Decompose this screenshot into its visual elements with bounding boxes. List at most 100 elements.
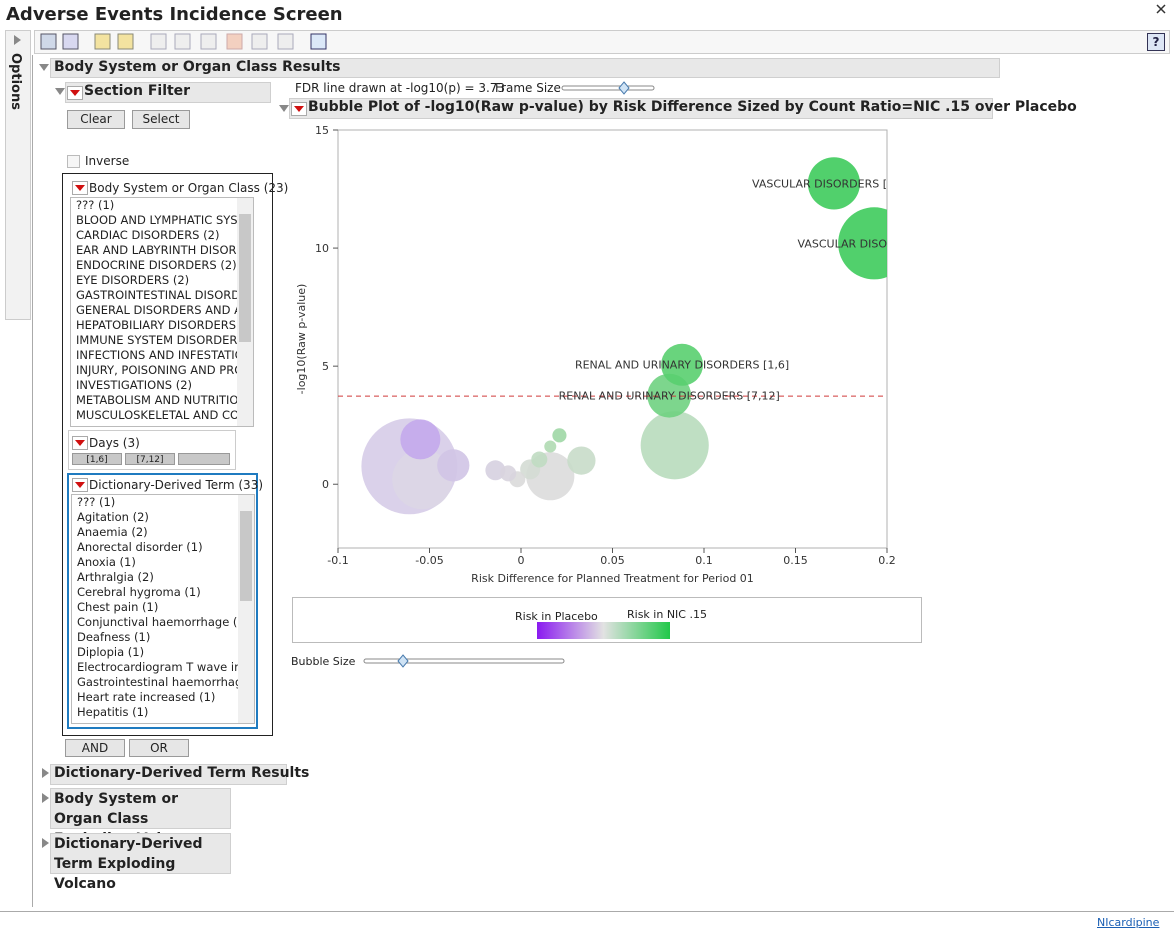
plot-title: Bubble Plot of -log10(Raw p-value) by Ri…: [308, 99, 1077, 115]
close-button[interactable]: [1155, 3, 1167, 15]
options-tab[interactable]: Options: [5, 30, 31, 320]
or-button[interactable]: OR: [129, 739, 189, 757]
list-item: Deafness (1): [77, 630, 151, 644]
collapsed-header[interactable]: Body System or Organ Class Exploding Vol…: [50, 788, 231, 847]
frame-size-label: Frame Size: [495, 81, 561, 95]
bubble: [640, 411, 709, 480]
list-item: Conjunctival haemorrhage (1): [77, 615, 250, 629]
collapsed-header[interactable]: Dictionary-Derived Term Exploding Volcan…: [50, 833, 231, 892]
bubble: [544, 440, 557, 453]
list-item: BLOOD AND LYMPHATIC SYS: [76, 213, 238, 227]
bubble: [485, 460, 506, 481]
body-system-title: Body System or Organ Class (23): [89, 181, 289, 195]
days-title: Days (3): [89, 436, 140, 450]
list-item: EAR AND LABYRINTH DISORD: [76, 243, 246, 257]
filter-panel: [62, 173, 273, 736]
list-item: MUSCULOSKELETAL AND CON: [76, 408, 248, 422]
bubble-label: RENAL AND URINARY DISORDERS [7,12]: [559, 390, 780, 403]
bubble: [838, 207, 887, 280]
list-item: Cerebral hygroma (1): [77, 585, 201, 599]
bubble-label: VASCULAR DISORDERS [: [752, 177, 887, 190]
collapsed-header[interactable]: Dictionary-Derived Term Results: [50, 764, 309, 785]
list-item: INVESTIGATIONS (2): [76, 378, 193, 392]
list-item: Agitation (2): [77, 510, 149, 524]
color-scale: [537, 622, 670, 639]
y-axis-label: -log10(Raw p-value): [295, 284, 308, 395]
select-button[interactable]: Select: [132, 110, 190, 129]
list-item: HEPATOBILIARY DISORDERS (: [76, 318, 245, 332]
clear-button[interactable]: Clear: [67, 110, 125, 129]
scroll-thumb: [239, 214, 251, 342]
bubble: [531, 451, 548, 468]
bubble: [500, 465, 517, 482]
x-tick-label: 0.1: [695, 554, 713, 567]
help-button[interactable]: ?: [1147, 33, 1165, 51]
toolbar-icons: [40, 33, 327, 50]
status-link[interactable]: NIcardipine: [1097, 916, 1160, 929]
list-item: GASTROINTESTINAL DISORDE: [76, 288, 248, 302]
legend-label: Risk in NIC .15: [627, 608, 707, 621]
list-item: Anorectal disorder (1): [77, 540, 203, 554]
body-system-list[interactable]: ??? (1) BLOOD AND LYMPHATIC SYS CARDIAC DI…: [70, 197, 254, 427]
section-filter-header[interactable]: Section Filter: [65, 82, 271, 103]
x-tick-label: 0.05: [600, 554, 625, 567]
outline-rule: [32, 55, 33, 907]
list-item: METABOLISM AND NUTRITIO: [76, 393, 239, 407]
list-item: INFECTIONS AND INFESTATIO: [76, 348, 244, 362]
list-item: ??? (1): [77, 495, 116, 509]
bubble-size-slider[interactable]: [362, 653, 568, 669]
x-tick-label: -0.1: [327, 554, 348, 567]
inverse-label: Inverse: [85, 154, 130, 168]
list-item: Hepatitis (1): [77, 705, 149, 719]
list-item: Electrocardiogram T wave inve: [77, 660, 254, 674]
list-item: Anaemia (2): [77, 525, 148, 539]
color-legend: Risk in Placebo Risk in NIC .15: [292, 597, 922, 643]
bubble: [552, 428, 567, 443]
x-tick-label: 0.2: [878, 554, 896, 567]
list-item: Chest pain (1): [77, 600, 159, 614]
x-tick-label: 0.15: [783, 554, 808, 567]
term-panel: [67, 473, 258, 729]
and-button[interactable]: AND: [65, 739, 125, 757]
scroll-thumb: [240, 511, 252, 601]
scrollbar[interactable]: [237, 198, 253, 426]
list-item: Gastrointestinal haemorrhage: [77, 675, 250, 689]
list-item: CARDIAC DISORDERS (2): [76, 228, 220, 242]
x-tick-label: -0.05: [415, 554, 443, 567]
x-axis-label: Risk Difference for Planned Treatment fo…: [471, 572, 754, 585]
status-rule: [0, 911, 1174, 912]
section-filter-title: Section Filter: [84, 83, 191, 99]
bubble-label: RENAL AND URINARY DISORDERS [1,6]: [575, 359, 789, 372]
toolbar: ?: [34, 30, 1170, 54]
days-panel: [68, 430, 236, 470]
list-item: EYE DISORDERS (2): [76, 273, 190, 287]
bubble: [437, 449, 470, 482]
days-button[interactable]: [7,12]: [125, 453, 175, 465]
list-item: Arthralgia (2): [77, 570, 154, 584]
bubble: [661, 343, 704, 386]
scrollbar[interactable]: [238, 495, 254, 723]
y-tick-label: 10: [315, 242, 329, 255]
days-button: [178, 453, 230, 465]
term-list[interactable]: ??? (1) Agitation (2) Anaemia (2) Anorectal…: [71, 494, 255, 724]
options-label: Options: [8, 53, 23, 110]
inverse-checkbox[interactable]: [67, 155, 80, 168]
y-tick-label: 15: [315, 124, 329, 137]
frame-size-slider[interactable]: [560, 80, 660, 96]
bubble: [567, 446, 596, 475]
list-item: ??? (1): [76, 198, 115, 212]
y-tick-label: 5: [322, 360, 329, 373]
bubble: [807, 157, 861, 210]
list-item: Anoxia (1): [77, 555, 136, 569]
term-title: Dictionary-Derived Term (33): [89, 478, 264, 492]
plot-header[interactable]: Bubble Plot of -log10(Raw p-value) by Ri…: [289, 98, 1077, 119]
bubble: [400, 419, 441, 460]
report-header[interactable]: Body System or Organ Class Results: [50, 58, 1000, 78]
days-button[interactable]: [1,6]: [72, 453, 122, 465]
list-item: Diplopia (1): [77, 645, 145, 659]
list-item: ENDOCRINE DISORDERS (2): [76, 258, 237, 272]
x-tick-label: 0: [518, 554, 525, 567]
y-tick-label: 0: [322, 478, 329, 491]
bubble-chart: -0.1 -0.05 0 0.05 0.1 0.15 0.2 0 5 10 15 Risk Diffe…: [295, 124, 896, 585]
